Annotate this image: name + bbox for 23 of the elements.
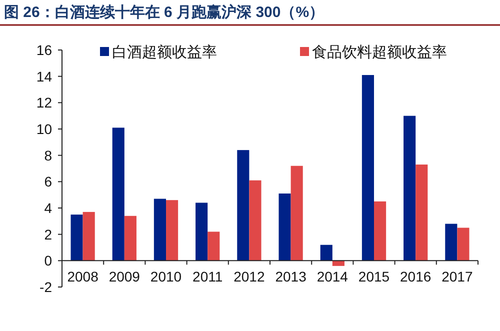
y-tick-label: 0: [44, 252, 52, 269]
x-tick-label: 2014: [316, 268, 348, 285]
y-tick-label: -2: [40, 279, 52, 295]
y-tick-label: 16: [36, 42, 52, 58]
x-tick-label: 2010: [150, 268, 182, 285]
y-tick-label: 12: [36, 94, 52, 111]
title: 图 26：白酒连续十年在 6 月跑赢沪深 300（%）: [4, 4, 324, 21]
x-tick-label: 2016: [400, 268, 432, 285]
legend-label: 食品饮料超额收益率: [312, 44, 447, 61]
x-tick-label: 2012: [234, 268, 265, 285]
y-tick-label: 2: [44, 226, 52, 242]
y-tick-label: 6: [44, 174, 52, 190]
x-tick-label: 2015: [358, 268, 390, 285]
y-tick-label: 14: [36, 68, 52, 84]
y-tick-label: 4: [44, 200, 52, 216]
x-tick-label: 2011: [192, 268, 223, 285]
x-tick-label: 2008: [67, 268, 99, 285]
y-tick-label: 8: [44, 147, 52, 164]
y-tick-label: 10: [36, 121, 52, 137]
legend-label: 白酒超额收益率: [112, 44, 217, 61]
x-tick-label: 2013: [275, 268, 307, 285]
x-tick-label: 2017: [442, 268, 473, 285]
x-tick-label: 2009: [108, 268, 140, 285]
